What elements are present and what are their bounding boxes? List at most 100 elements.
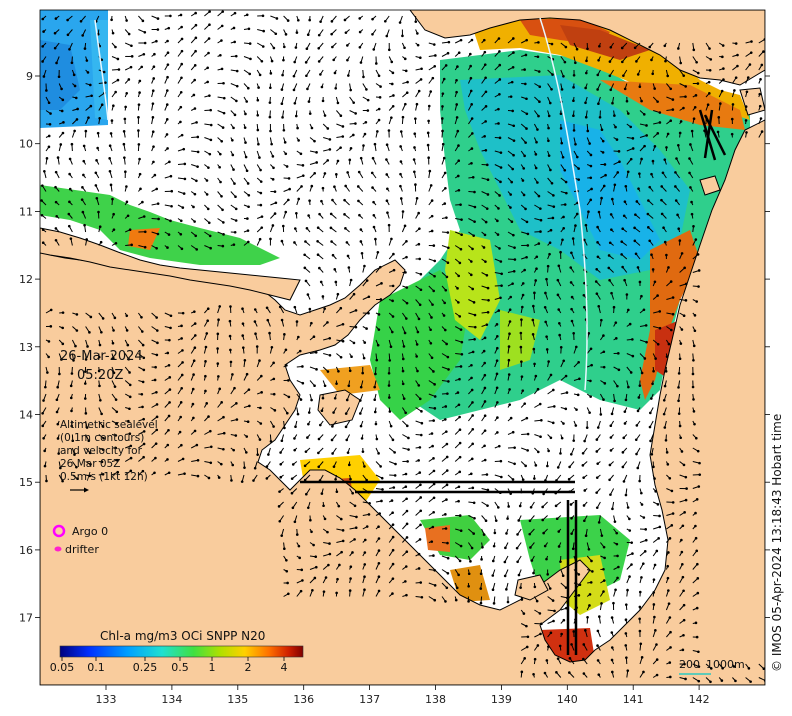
velocity-arrowhead bbox=[359, 228, 363, 231]
velocity-arrowhead bbox=[405, 286, 409, 289]
velocity-arrowhead bbox=[608, 60, 612, 63]
velocity-arrowhead bbox=[126, 343, 130, 347]
velocity-arrowhead bbox=[544, 291, 547, 295]
velocity-arrowhead bbox=[485, 323, 489, 326]
velocity-arrowhead bbox=[694, 94, 698, 97]
velocity-arrowhead bbox=[459, 328, 463, 331]
velocity-arrowhead bbox=[662, 399, 666, 402]
velocity-arrowhead bbox=[405, 497, 408, 501]
velocity-arrowhead bbox=[292, 88, 296, 92]
velocity-arrowhead bbox=[403, 224, 407, 228]
velocity-arrowhead bbox=[141, 330, 144, 333]
velocity-arrowhead bbox=[234, 219, 238, 222]
velocity-arrowhead bbox=[637, 187, 640, 190]
velocity-arrowhead bbox=[179, 13, 183, 17]
velocity-arrowhead bbox=[153, 173, 157, 177]
velocity-arrowhead bbox=[337, 504, 341, 508]
velocity-arrowhead bbox=[427, 104, 431, 108]
velocity-arrowhead bbox=[274, 201, 278, 205]
velocity-arrowhead bbox=[169, 314, 173, 318]
velocity-arrowhead bbox=[525, 112, 529, 116]
velocity-arrowhead bbox=[622, 436, 626, 440]
velocity-arrowhead bbox=[166, 147, 169, 150]
velocity-arrowhead bbox=[595, 491, 598, 494]
velocity-arrowhead bbox=[265, 306, 269, 310]
velocity-arrowhead bbox=[572, 331, 575, 335]
info-line: 26 Mar 05Z bbox=[60, 458, 120, 470]
velocity-arrowhead bbox=[366, 98, 370, 102]
velocity-arrowhead bbox=[509, 416, 513, 420]
velocity-arrowhead bbox=[697, 485, 701, 488]
velocity-arrowhead bbox=[391, 523, 395, 526]
velocity-arrowhead bbox=[503, 560, 507, 564]
velocity-arrowhead bbox=[89, 462, 92, 466]
velocity-arrowhead bbox=[496, 346, 499, 350]
velocity-arrowhead bbox=[555, 517, 559, 521]
velocity-arrowhead bbox=[41, 184, 44, 187]
velocity-arrowhead bbox=[569, 281, 573, 284]
velocity-arrowhead bbox=[222, 111, 226, 115]
velocity-arrowhead bbox=[108, 170, 112, 173]
velocity-arrowhead bbox=[377, 589, 381, 593]
velocity-arrowhead bbox=[389, 345, 393, 349]
velocity-arrowhead bbox=[569, 503, 573, 506]
velocity-arrowhead bbox=[548, 587, 552, 590]
velocity-arrowhead bbox=[196, 458, 200, 462]
velocity-arrowhead bbox=[646, 212, 650, 216]
velocity-arrowhead bbox=[109, 132, 113, 135]
velocity-arrowhead bbox=[661, 171, 665, 175]
velocity-arrowhead bbox=[653, 87, 656, 90]
velocity-arrowhead bbox=[156, 341, 159, 345]
velocity-arrowhead bbox=[96, 146, 99, 150]
velocity-arrowhead bbox=[470, 117, 474, 120]
velocity-arrowhead bbox=[326, 321, 329, 324]
velocity-arrowhead bbox=[572, 114, 575, 118]
velocity-arrowhead bbox=[391, 299, 394, 303]
velocity-arrowhead bbox=[609, 213, 613, 216]
velocity-arrowhead bbox=[142, 356, 146, 360]
velocity-arrowhead bbox=[401, 357, 405, 361]
velocity-arrowhead bbox=[696, 253, 700, 256]
velocity-arrowhead bbox=[155, 390, 158, 394]
velocity-arrowhead bbox=[500, 272, 503, 276]
velocity-arrowhead bbox=[180, 247, 184, 251]
velocity-arrowhead bbox=[552, 194, 555, 197]
velocity-arrowhead bbox=[678, 131, 682, 135]
velocity-arrowhead bbox=[349, 565, 353, 569]
velocity-arrowhead bbox=[358, 45, 362, 49]
velocity-arrowhead bbox=[56, 437, 60, 440]
velocity-arrowhead bbox=[698, 473, 702, 476]
velocity-arrowhead bbox=[387, 396, 391, 399]
velocity-arrowhead bbox=[348, 158, 352, 162]
velocity-arrowhead bbox=[272, 46, 276, 50]
velocity-arrowhead bbox=[59, 143, 63, 146]
velocity-arrowhead bbox=[655, 549, 659, 553]
velocity-arrowhead bbox=[280, 534, 284, 537]
velocity-arrowhead bbox=[256, 453, 259, 456]
velocity-arrowhead bbox=[447, 368, 450, 371]
velocity-arrowhead bbox=[547, 360, 550, 363]
velocity-arrowhead bbox=[418, 538, 422, 541]
velocity-arrowhead bbox=[722, 78, 725, 81]
velocity-arrowhead bbox=[88, 474, 92, 478]
velocity-arrowhead bbox=[694, 511, 697, 515]
velocity-arrowhead bbox=[638, 629, 642, 633]
velocity-arrowhead bbox=[155, 403, 159, 406]
velocity-arrowhead bbox=[270, 345, 274, 349]
velocity-arrowhead bbox=[601, 139, 605, 143]
velocity-arrowhead bbox=[562, 422, 565, 425]
velocity-arrowhead bbox=[377, 118, 381, 122]
velocity-arrowhead bbox=[41, 60, 44, 63]
velocity-arrowhead bbox=[86, 71, 90, 74]
velocity-arrowhead bbox=[349, 88, 352, 92]
velocity-arrowhead bbox=[371, 186, 374, 189]
velocity-arrowhead bbox=[257, 142, 260, 146]
velocity-arrowhead bbox=[335, 382, 338, 385]
velocity-arrowhead bbox=[430, 199, 434, 202]
velocity-arrowhead bbox=[447, 380, 450, 383]
velocity-arrowhead bbox=[511, 65, 515, 69]
velocity-arrowhead bbox=[669, 630, 672, 634]
velocity-arrowhead bbox=[229, 360, 233, 364]
velocity-arrowhead bbox=[744, 105, 748, 108]
